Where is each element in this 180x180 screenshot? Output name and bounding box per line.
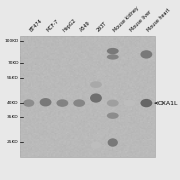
- Text: 55KD: 55KD: [7, 76, 19, 80]
- Ellipse shape: [57, 99, 68, 107]
- Ellipse shape: [124, 100, 136, 106]
- Ellipse shape: [90, 81, 102, 88]
- Text: BT474: BT474: [29, 18, 43, 33]
- Ellipse shape: [107, 112, 119, 119]
- Ellipse shape: [108, 138, 118, 147]
- Text: OXA1L: OXA1L: [155, 101, 178, 106]
- Text: 70KD: 70KD: [7, 61, 19, 65]
- Text: MCF-7: MCF-7: [46, 18, 60, 33]
- Text: Mouse kidney: Mouse kidney: [113, 5, 140, 33]
- Ellipse shape: [107, 48, 119, 54]
- FancyBboxPatch shape: [20, 36, 155, 157]
- Ellipse shape: [73, 99, 85, 107]
- Text: 293T: 293T: [96, 20, 108, 33]
- Ellipse shape: [107, 100, 119, 107]
- Ellipse shape: [140, 50, 152, 59]
- Text: Mouse liver: Mouse liver: [130, 9, 153, 33]
- Text: 35KD: 35KD: [7, 114, 19, 118]
- Ellipse shape: [23, 99, 34, 107]
- Text: 25KD: 25KD: [7, 140, 19, 144]
- Text: 40KD: 40KD: [7, 101, 19, 105]
- Text: Mouse heart: Mouse heart: [146, 7, 172, 33]
- Ellipse shape: [90, 93, 102, 103]
- Text: HepG2: HepG2: [62, 17, 78, 33]
- Text: 100KD: 100KD: [4, 39, 19, 43]
- Ellipse shape: [107, 54, 119, 60]
- Ellipse shape: [40, 98, 51, 106]
- Text: A549: A549: [79, 20, 92, 33]
- Ellipse shape: [91, 142, 101, 148]
- Ellipse shape: [140, 99, 152, 107]
